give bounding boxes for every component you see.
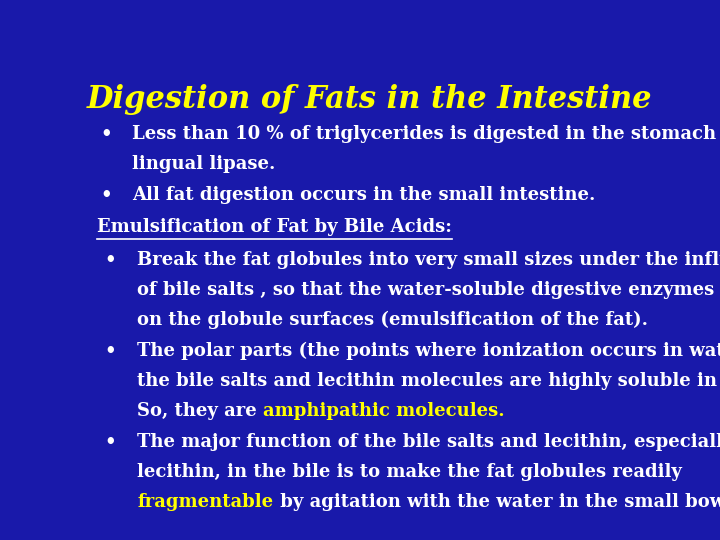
Text: of bile salts , so that the water-soluble digestive enzymes can act: of bile salts , so that the water-solubl… (138, 281, 720, 299)
Text: •: • (104, 342, 116, 360)
Text: All fat digestion occurs in the small intestine.: All fat digestion occurs in the small in… (132, 186, 595, 205)
Text: The major function of the bile salts and lecithin, especially the: The major function of the bile salts and… (138, 434, 720, 451)
Text: Emulsification of Fat by Bile Acids:: Emulsification of Fat by Bile Acids: (96, 218, 451, 236)
Text: The polar parts (the points where ionization occurs in water) of: The polar parts (the points where ioniza… (138, 342, 720, 360)
Text: the bile salts and lecithin molecules are highly soluble in water.: the bile salts and lecithin molecules ar… (138, 372, 720, 390)
Text: So, they are: So, they are (138, 402, 264, 420)
Text: Break the fat globules into very small sizes under the influence: Break the fat globules into very small s… (138, 251, 720, 269)
Text: •: • (100, 186, 112, 205)
Text: lingual lipase.: lingual lipase. (132, 155, 275, 173)
Text: lecithin, in the bile is to make the fat globules readily: lecithin, in the bile is to make the fat… (138, 463, 683, 481)
Text: amphipathic molecules.: amphipathic molecules. (264, 402, 505, 420)
Text: by agitation with the water in the small bowel.: by agitation with the water in the small… (274, 494, 720, 511)
Text: on the globule surfaces (emulsification of the fat).: on the globule surfaces (emulsification … (138, 310, 649, 329)
Text: Less than 10 % of triglycerides is digested in the stomach by: Less than 10 % of triglycerides is diges… (132, 125, 720, 143)
Text: •: • (104, 434, 116, 451)
Text: Digestion of Fats in the Intestine: Digestion of Fats in the Intestine (86, 84, 652, 114)
Text: •: • (100, 125, 112, 143)
Text: •: • (104, 251, 116, 269)
Text: fragmentable: fragmentable (138, 494, 274, 511)
